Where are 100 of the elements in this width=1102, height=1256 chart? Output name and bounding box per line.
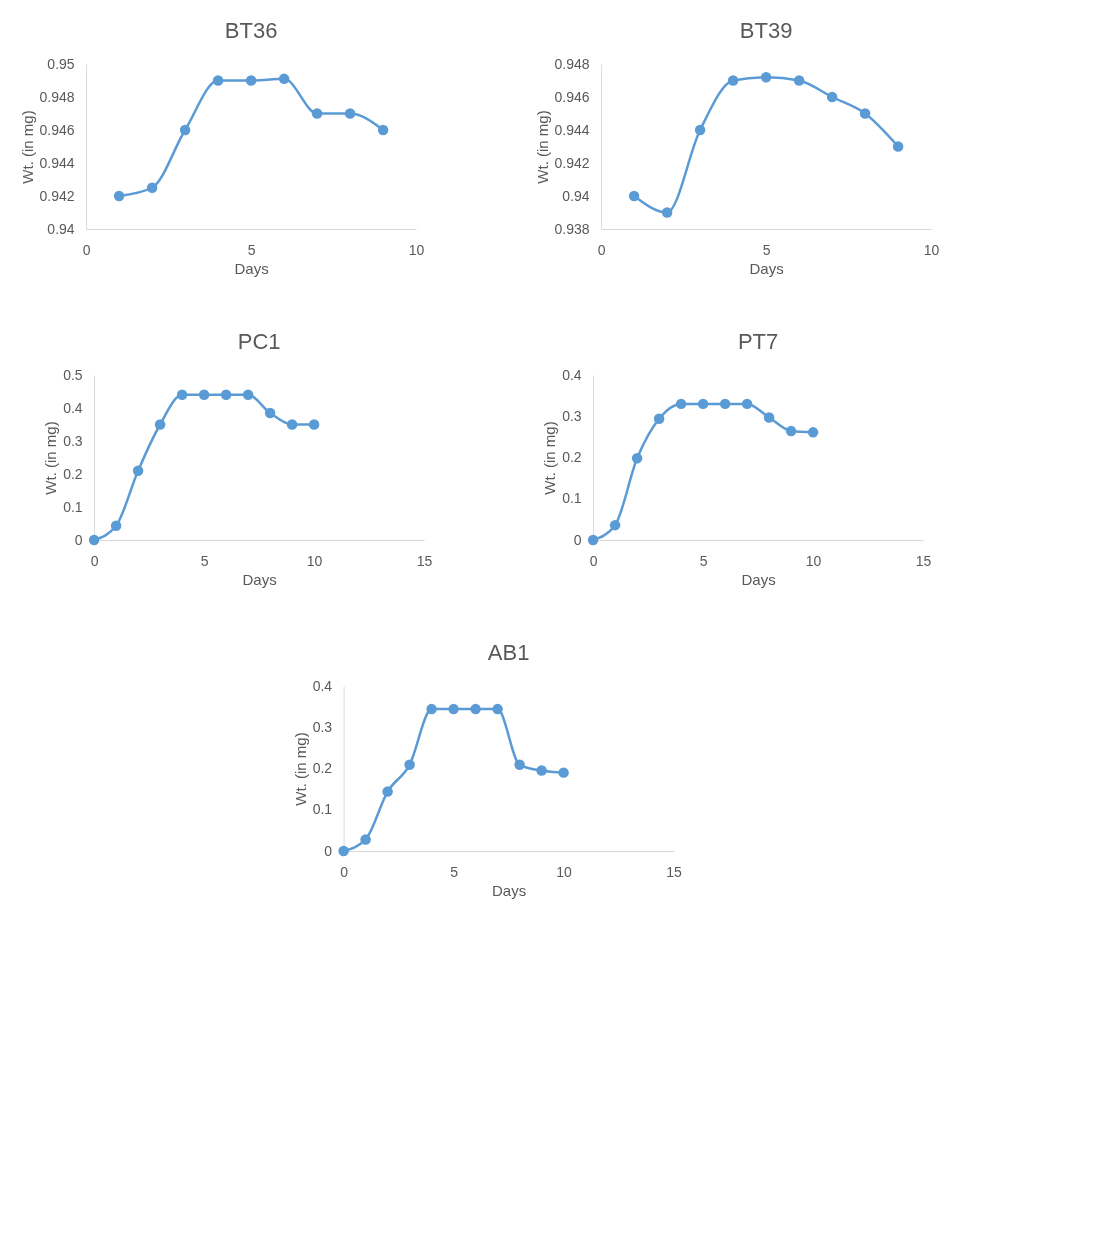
y-tick-label: 0.94	[47, 220, 75, 237]
point	[212, 75, 224, 86]
point	[176, 389, 188, 401]
point	[154, 419, 166, 430]
point	[404, 759, 415, 771]
x-tick-label: 10	[805, 552, 822, 569]
point	[785, 425, 797, 437]
point	[132, 465, 144, 476]
point	[110, 520, 122, 532]
x-tick-label: 5	[450, 863, 459, 880]
y-tick-label: 0.944	[554, 121, 590, 138]
point	[628, 190, 640, 202]
x-tick-label: 10	[556, 863, 573, 880]
y-tick-label: 0.948	[39, 88, 75, 105]
y-tick-label: 0.3	[63, 432, 83, 449]
x-axis-title: Days	[242, 570, 277, 588]
point	[807, 427, 819, 438]
point	[697, 398, 709, 410]
point	[514, 759, 525, 771]
point	[286, 419, 298, 430]
point	[308, 419, 320, 430]
point	[264, 407, 276, 419]
point	[344, 108, 356, 119]
point	[113, 190, 125, 202]
x-axis-title: Days	[234, 259, 269, 277]
point	[536, 765, 547, 776]
point	[198, 389, 210, 401]
chart-title: PT7	[737, 329, 779, 354]
y-tick-label: 0.942	[39, 187, 75, 204]
y-axis-title: Wt. (in mg)	[18, 110, 36, 184]
point	[311, 108, 323, 119]
y-tick-label: 0.1	[312, 801, 333, 818]
y-tick-label: 0.946	[39, 121, 75, 138]
x-tick-label: 5	[699, 552, 708, 569]
x-tick-label: 5	[247, 241, 256, 258]
point	[377, 124, 389, 136]
point	[675, 398, 687, 410]
y-tick-label: 0.2	[63, 465, 83, 482]
y-tick-label: 0.4	[562, 366, 582, 383]
point	[245, 75, 257, 86]
point	[727, 75, 739, 86]
point	[826, 91, 838, 103]
point	[338, 845, 349, 857]
y-tick-label: 0.2	[312, 760, 333, 776]
point	[892, 141, 904, 152]
x-tick-label: 5	[762, 241, 771, 258]
point	[179, 124, 191, 136]
x-tick-label: 15	[915, 552, 932, 569]
point	[558, 767, 569, 778]
chart-title: BT39	[739, 18, 793, 43]
chart-title: PC1	[237, 329, 281, 354]
y-tick-label: 0.946	[554, 88, 590, 105]
x-tick-label: 15	[416, 552, 433, 569]
y-tick-label: 0.1	[562, 490, 582, 507]
point	[661, 207, 673, 218]
point	[653, 413, 665, 424]
y-axis-title: Wt. (in mg)	[42, 421, 60, 495]
x-tick-label: 0	[340, 863, 349, 880]
y-tick-label: 0.938	[554, 220, 590, 237]
y-tick-label: 0.3	[562, 407, 582, 424]
point	[278, 73, 290, 85]
x-tick-label: 0	[597, 241, 606, 258]
y-tick-label: 0.5	[63, 366, 83, 383]
y-tick-label: 0.942	[554, 154, 590, 171]
y-axis-title: Wt. (in mg)	[533, 110, 551, 184]
chart-title: BT36	[224, 18, 278, 43]
y-tick-label: 0.944	[39, 154, 75, 171]
y-tick-label: 0.95	[47, 55, 75, 72]
point	[719, 398, 731, 410]
x-tick-label: 10	[923, 241, 940, 258]
x-tick-label: 10	[408, 241, 425, 258]
point	[741, 398, 753, 410]
point	[146, 182, 158, 193]
point	[609, 519, 621, 531]
y-tick-label: 0.94	[562, 187, 590, 204]
x-tick-label: 15	[666, 863, 683, 880]
y-tick-label: 0	[74, 531, 83, 548]
x-axis-title: Days	[741, 570, 776, 588]
chart-title: AB1	[487, 640, 530, 665]
x-axis-title: Days	[749, 259, 784, 277]
y-tick-label: 0.4	[312, 677, 333, 694]
y-tick-label: 0.948	[554, 55, 590, 72]
point	[426, 703, 437, 715]
point	[448, 703, 459, 715]
y-axis-title: Wt. (in mg)	[291, 732, 309, 806]
point	[382, 786, 393, 797]
y-tick-label: 0	[324, 842, 333, 859]
point	[360, 834, 371, 845]
y-tick-label: 0.2	[562, 449, 582, 465]
point	[220, 389, 232, 401]
point	[242, 389, 254, 401]
point	[859, 108, 871, 119]
x-axis-title: Days	[492, 881, 527, 899]
y-axis-title: Wt. (in mg)	[541, 421, 559, 495]
point	[631, 453, 643, 464]
y-tick-label: 0.1	[63, 498, 83, 515]
point	[470, 703, 481, 715]
y-tick-label: 0.4	[63, 399, 83, 416]
x-tick-label: 5	[200, 552, 209, 569]
x-tick-label: 10	[306, 552, 323, 569]
